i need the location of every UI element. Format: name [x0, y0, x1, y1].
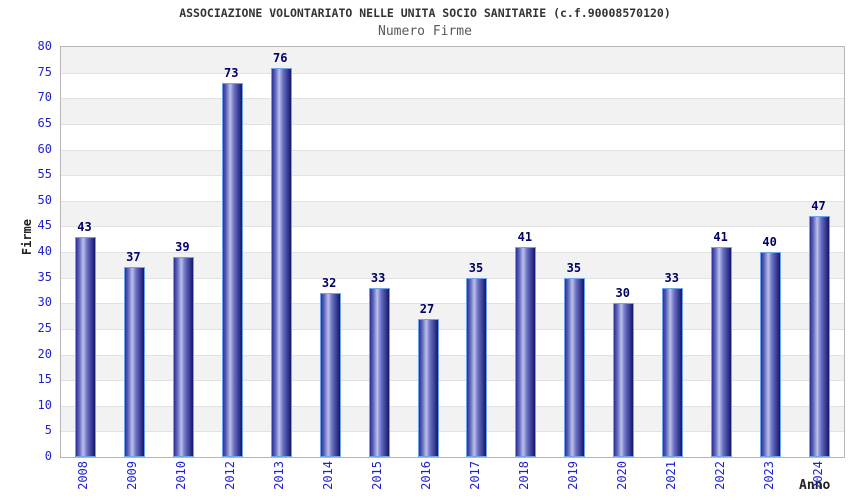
x-tick-label: 2012 [223, 461, 238, 490]
bar-2009 [123, 267, 145, 457]
y-tick-label: 60 [37, 141, 52, 156]
bar-value-label: 33 [370, 270, 386, 285]
bar-2012 [221, 82, 243, 457]
bar-value-label: 41 [517, 229, 533, 244]
gridline [61, 98, 844, 100]
gridline [61, 72, 844, 74]
bar-2014 [319, 293, 341, 457]
gridline [61, 328, 844, 330]
x-axis-label: Anno [799, 478, 831, 493]
y-tick-label: 20 [37, 346, 52, 361]
gridline [61, 431, 844, 433]
bar-value-label: 40 [762, 235, 777, 249]
bar-2020 [613, 303, 635, 457]
bar-value-label: 76 [272, 50, 288, 65]
x-tick-label: 2016 [419, 461, 434, 490]
y-tick-label: 10 [37, 397, 52, 412]
x-tick-label: 2015 [370, 461, 385, 490]
bar-value-label: 37 [126, 250, 141, 265]
y-tick-label: 25 [37, 320, 52, 335]
bar-2008 [74, 236, 96, 457]
gridline [61, 354, 844, 356]
bar-2021 [662, 287, 684, 457]
gridline [61, 123, 844, 125]
plot-band [61, 149, 844, 176]
bar-value-label: 39 [175, 240, 190, 255]
plot-band [61, 72, 844, 99]
gridline [61, 200, 844, 202]
y-tick-label: 15 [37, 372, 52, 387]
x-tick-label: 2017 [467, 461, 482, 490]
y-tick-label: 40 [37, 244, 52, 258]
y-tick-label: 55 [37, 167, 52, 182]
x-tick-label: 2020 [614, 461, 629, 490]
gridline [61, 226, 844, 228]
x-tick-label: 2013 [272, 461, 287, 490]
bar-2015 [368, 287, 390, 457]
bar-value-label: 33 [664, 270, 679, 285]
y-tick-label: 70 [37, 90, 52, 105]
bar-value-label: 30 [615, 286, 630, 301]
bar-2016 [417, 318, 439, 457]
chart-title: ASSOCIAZIONE VOLONTARIATO NELLE UNITA SO… [179, 6, 671, 20]
x-tick-label: 2008 [76, 461, 91, 490]
y-tick-label: 50 [37, 192, 52, 207]
bar-2017 [466, 277, 488, 457]
gridline [61, 175, 844, 177]
bar-2010 [172, 257, 194, 457]
bar-2023 [760, 252, 782, 457]
y-tick-label: 0 [44, 449, 52, 463]
x-tick-label: 2009 [125, 461, 140, 490]
bar-value-label: 27 [419, 301, 435, 316]
plot-band [61, 200, 844, 227]
bar-value-label: 47 [811, 199, 826, 214]
x-tick-label: 2021 [663, 461, 678, 490]
bar-2024 [809, 216, 831, 457]
bar-value-label: 35 [468, 260, 484, 275]
gridline [61, 277, 844, 279]
gridline [61, 149, 844, 151]
y-tick-label: 5 [44, 423, 52, 438]
bar-value-label: 41 [713, 229, 728, 244]
bar-value-label: 32 [321, 276, 337, 290]
plot-band [61, 98, 844, 124]
y-tick-label: 75 [37, 64, 52, 79]
bar-2013 [270, 67, 292, 457]
gridline [61, 380, 844, 382]
y-tick-label: 45 [37, 218, 52, 233]
y-tick-label: 80 [37, 39, 52, 53]
bar-2018 [515, 246, 537, 457]
x-tick-label: 2022 [712, 461, 727, 490]
x-tick-label: 2024 [810, 461, 825, 490]
bar-value-label: 43 [77, 219, 92, 234]
bar-value-label: 73 [224, 65, 239, 80]
gridline [61, 405, 844, 407]
bar-value-label: 35 [566, 260, 582, 275]
plot-band [61, 47, 844, 73]
y-tick-label: 65 [37, 115, 52, 130]
y-tick-label: 30 [37, 295, 52, 310]
plot-band [61, 175, 844, 201]
x-tick-label: 2010 [174, 461, 189, 490]
plot-area [60, 46, 845, 458]
x-tick-label: 2023 [761, 461, 776, 490]
bar-2019 [564, 277, 586, 457]
x-tick-label: 2014 [321, 461, 336, 490]
x-tick-label: 2018 [516, 461, 531, 490]
x-tick-label: 2019 [565, 461, 580, 490]
gridline [61, 303, 844, 305]
chart-subtitle: Numero Firme [378, 24, 472, 39]
plot-band [61, 123, 844, 150]
gridline [61, 252, 844, 253]
bar-2022 [711, 246, 733, 457]
y-tick-label: 35 [37, 269, 52, 284]
